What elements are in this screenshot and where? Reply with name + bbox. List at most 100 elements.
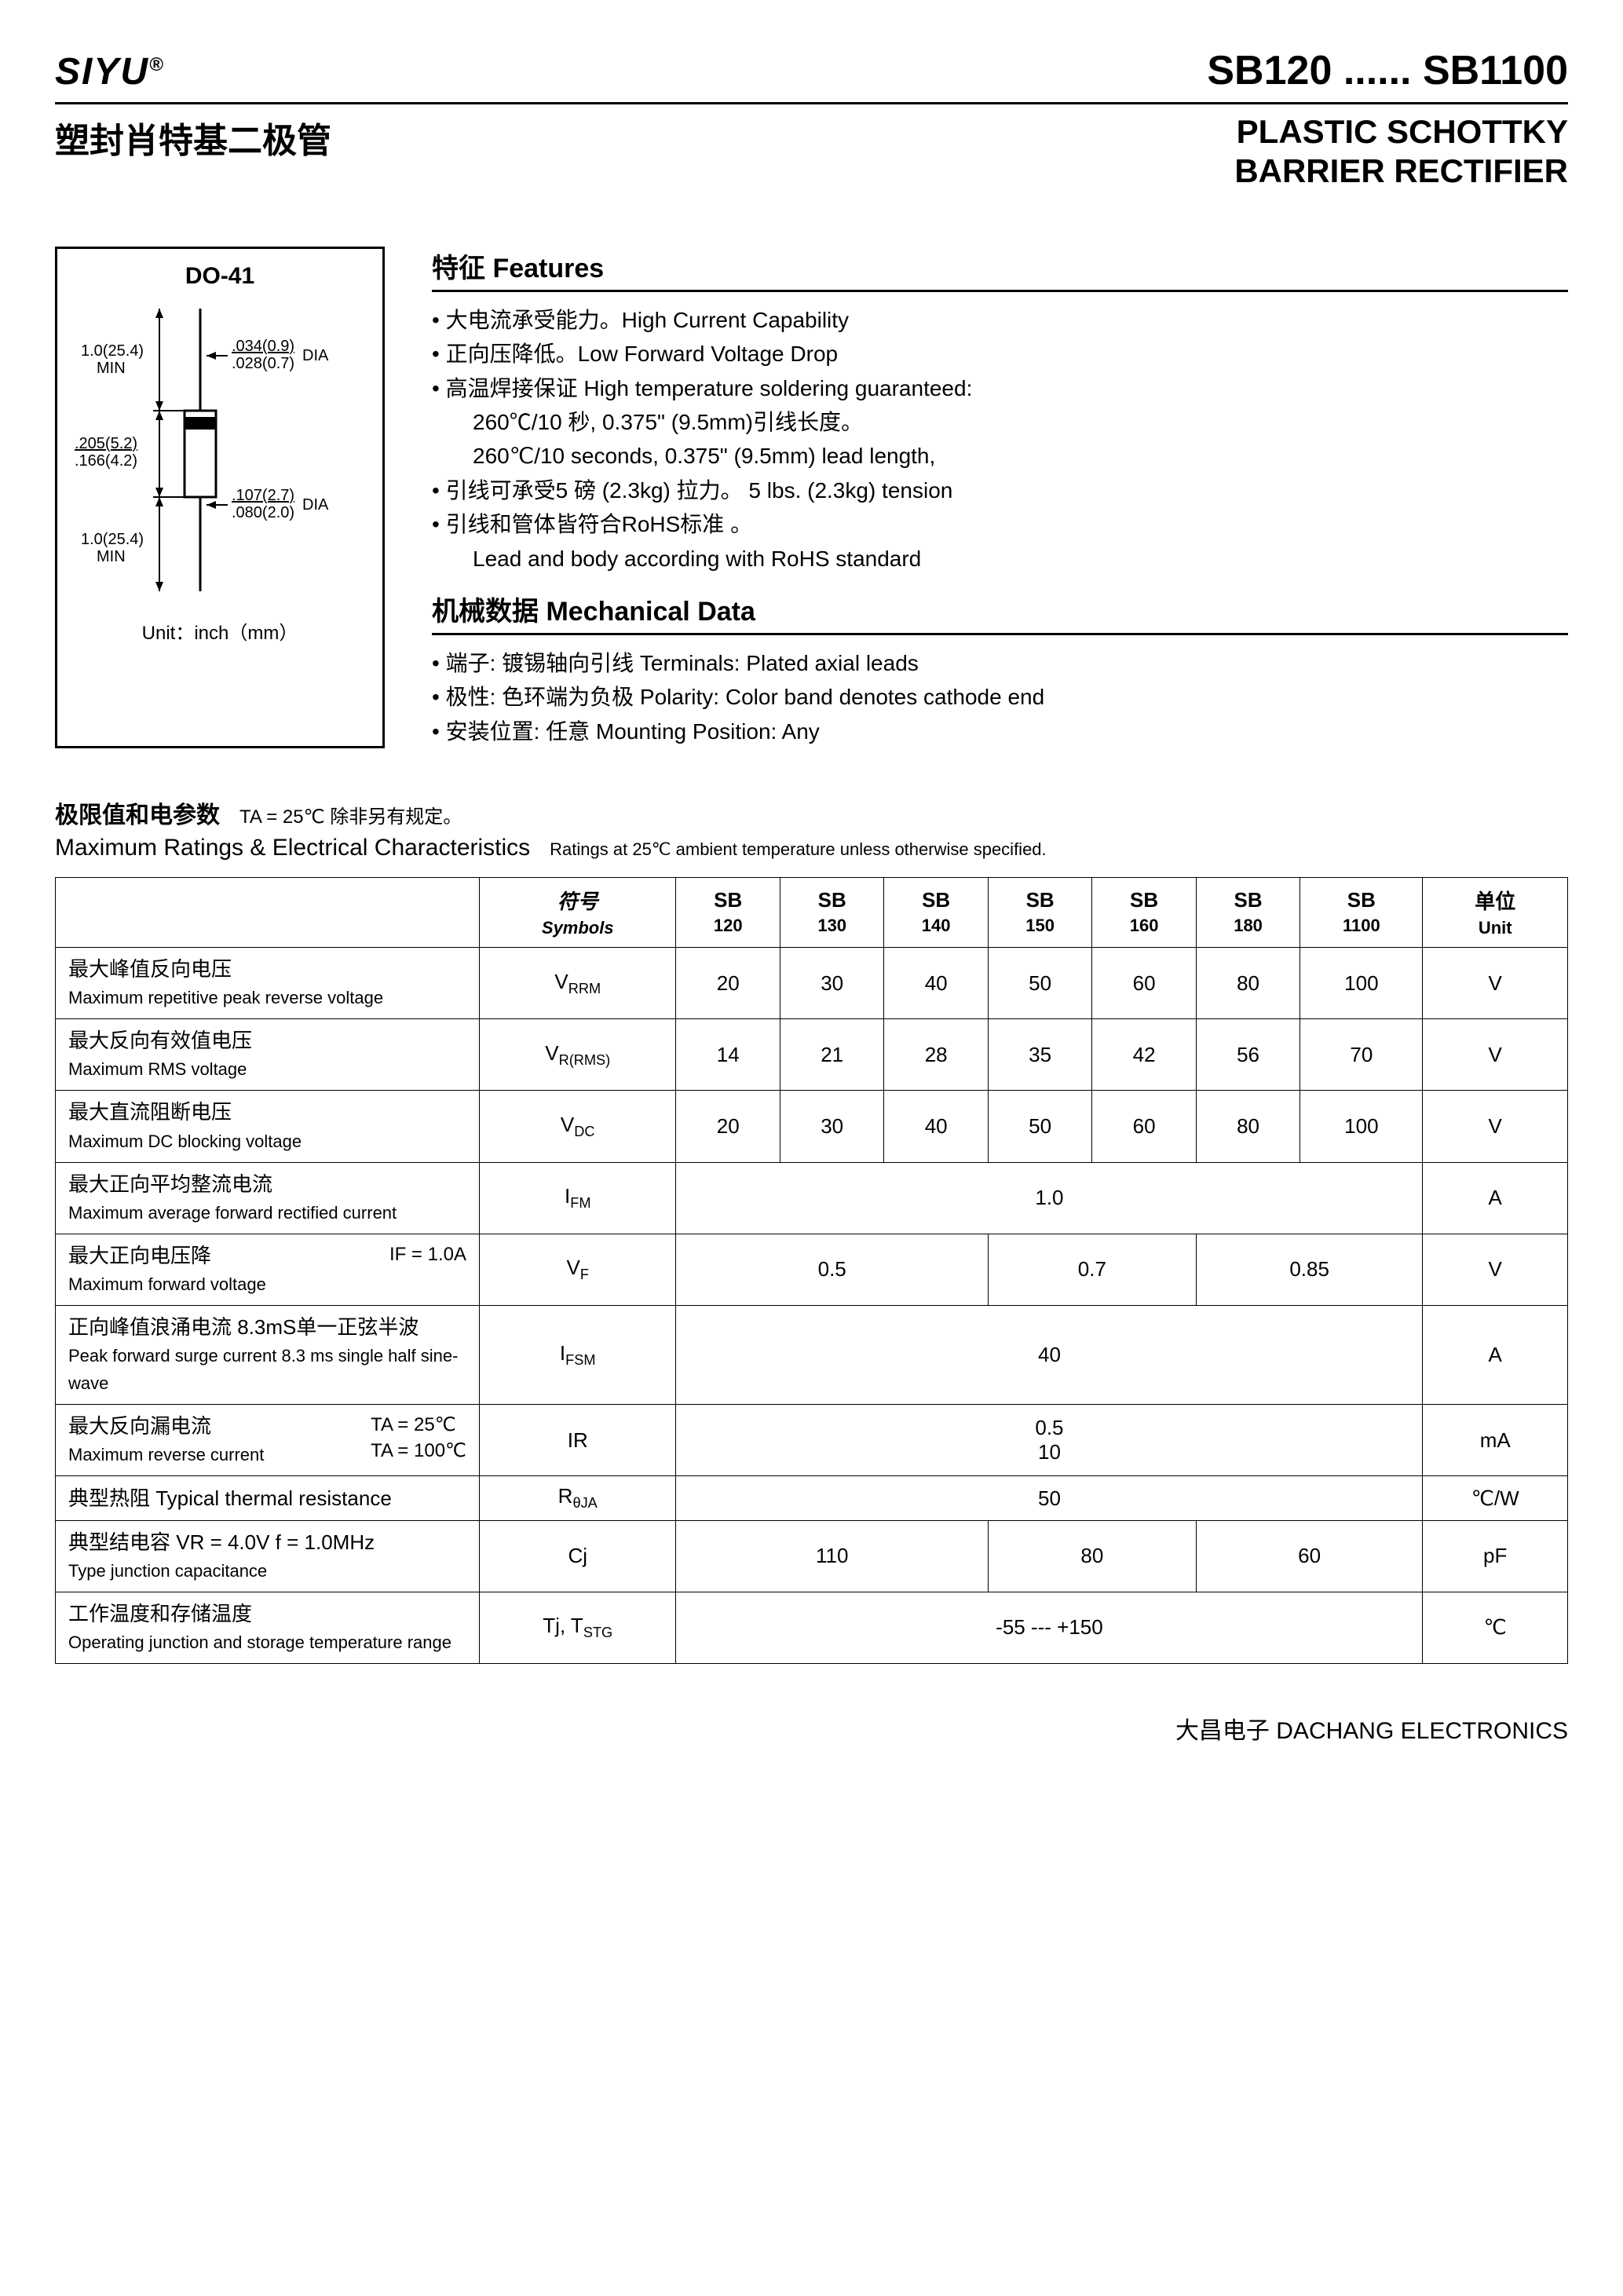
unit-cell: pF — [1423, 1520, 1568, 1592]
en-title-1: PLASTIC SCHOTTKY — [1237, 113, 1568, 150]
dim-lead-len-t2: MIN — [97, 360, 126, 377]
unit-cell: V — [1423, 1019, 1568, 1091]
mechanical-item: 端子: 镀锡轴向引线 Terminals: Plated axial leads — [432, 646, 1568, 680]
feature-item: 正向压降低。Low Forward Voltage Drop — [432, 337, 1568, 371]
value-cell: 20 — [676, 1091, 780, 1162]
feature-indent: 260℃/10 秒, 0.375" (9.5mm)引线长度。 260℃/10 s… — [432, 405, 1568, 473]
mechanical-list: 端子: 镀锡轴向引线 Terminals: Plated axial leads… — [432, 646, 1568, 748]
symbol-cell: RθJA — [480, 1476, 676, 1520]
value-cell: 100 — [1300, 1091, 1423, 1162]
features-column: 特征 Features 大电流承受能力。High Current Capabil… — [432, 247, 1568, 748]
table-row: 典型热阻 Typical thermal resistanceRθJA50℃/W — [56, 1476, 1568, 1520]
mechanical-item: 安装位置: 任意 Mounting Position: Any — [432, 715, 1568, 748]
unit-cell: V — [1423, 948, 1568, 1019]
param-cell: 最大反向有效值电压Maximum RMS voltage — [56, 1019, 480, 1091]
brand: SIYU® — [55, 50, 165, 93]
feature-indent-line: 260℃/10 seconds, 0.375" (9.5mm) lead len… — [473, 439, 1568, 473]
param-cell: 最大峰值反向电压Maximum repetitive peak reverse … — [56, 948, 480, 1019]
symbol-cell: VDC — [480, 1091, 676, 1162]
value-cell: 14 — [676, 1019, 780, 1091]
value-cell: 40 — [676, 1306, 1423, 1405]
value-cell: 42 — [1092, 1019, 1196, 1091]
param-cell: 最大正向平均整流电流Maximum average forward rectif… — [56, 1162, 480, 1234]
dim-lead-len-b1: 1.0(25.4) — [81, 531, 144, 548]
value-cell: 50 — [676, 1476, 1423, 1520]
symbol-cell: IFM — [480, 1162, 676, 1234]
feature-item: 引线和管体皆符合RoHS标准 。 — [432, 507, 1568, 541]
value-cell: 60 — [1092, 948, 1196, 1019]
dim-lead-len-t1: 1.0(25.4) — [81, 342, 144, 360]
param-cell: 正向峰值浪涌电流 8.3mS单一正弦半波Peak forward surge c… — [56, 1306, 480, 1405]
value-cell: 35 — [988, 1019, 1091, 1091]
unit-cell: mA — [1423, 1405, 1568, 1476]
table-row: 最大反向有效值电压Maximum RMS voltageVR(RMS)14212… — [56, 1019, 1568, 1091]
spec-thead: 符号SymbolsSB120SB130SB140SB150SB160SB180S… — [56, 878, 1568, 948]
en-title: PLASTIC SCHOTTKY BARRIER RECTIFIER — [1234, 112, 1568, 192]
symbol-cell: Tj, TSTG — [480, 1592, 676, 1663]
header-row: SIYU® SB120 ...... SB1100 — [55, 47, 1568, 94]
feature-item: 引线可承受5 磅 (2.3kg) 拉力。 5 lbs. (2.3kg) tens… — [432, 473, 1568, 507]
package-name: DO-41 — [67, 263, 373, 290]
value-cell: 0.85 — [1196, 1234, 1423, 1305]
footer: 大昌电子 DACHANG ELECTRONICS — [55, 1711, 1568, 1746]
content-row: DO-41 1.0(25.4) MIN .034(0.9) .028(0.7) … — [55, 247, 1568, 748]
value-cell: 50 — [988, 948, 1091, 1019]
value-cell: 0.5 — [676, 1234, 988, 1305]
table-row: 最大反向漏电流TA = 25℃TA = 100℃Maximum reverse … — [56, 1405, 1568, 1476]
col-header: SB180 — [1196, 878, 1299, 948]
feature-indent-line: 260℃/10 秒, 0.375" (9.5mm)引线长度。 — [473, 405, 1568, 439]
header-divider — [55, 102, 1568, 104]
value-cell: 0.510 — [676, 1405, 1423, 1476]
features-list-2: 引线可承受5 磅 (2.3kg) 拉力。 5 lbs. (2.3kg) tens… — [432, 473, 1568, 542]
value-cell: 80 — [1196, 948, 1299, 1019]
value-cell: 30 — [780, 1091, 883, 1162]
param-cell: 工作温度和存储温度Operating junction and storage … — [56, 1592, 480, 1663]
value-cell: 70 — [1300, 1019, 1423, 1091]
param-cell: 最大反向漏电流TA = 25℃TA = 100℃Maximum reverse … — [56, 1405, 480, 1476]
dim-lead-len-b2: MIN — [97, 548, 126, 565]
param-cell: 最大直流阻断电压Maximum DC blocking voltage — [56, 1091, 480, 1162]
col-header: 符号Symbols — [480, 878, 676, 948]
symbol-cell: VRRM — [480, 948, 676, 1019]
en-title-2: BARRIER RECTIFIER — [1234, 152, 1568, 189]
table-row: 最大峰值反向电压Maximum repetitive peak reverse … — [56, 948, 1568, 1019]
col-header: SB140 — [884, 878, 988, 948]
value-cell: 56 — [1196, 1019, 1299, 1091]
value-cell: 60 — [1092, 1091, 1196, 1162]
symbol-cell: Cj — [480, 1520, 676, 1592]
col-header: SB130 — [780, 878, 883, 948]
value-cell: 20 — [676, 948, 780, 1019]
ratings-cond-en: Ratings at 25℃ ambient temperature unles… — [550, 839, 1046, 859]
brand-reg: ® — [149, 54, 165, 75]
dim-lead-dia-top: .107(2.7) — [232, 487, 294, 504]
ratings-hed-en: Maximum Ratings & Electrical Characteris… — [55, 835, 530, 861]
col-header: SB1100 — [1300, 878, 1423, 948]
dim-body-dia-bot: .028(0.7) — [232, 355, 294, 372]
ratings-desc: Maximum Ratings & Electrical Characteris… — [55, 835, 1568, 861]
col-header: SB120 — [676, 878, 780, 948]
value-cell: 110 — [676, 1520, 988, 1592]
mechanical-item: 极性: 色环端为负极 Polarity: Color band denotes … — [432, 680, 1568, 714]
ratings-hed-cn: 极限值和电参数 — [55, 803, 220, 828]
brand-text: SIYU — [55, 51, 149, 93]
dim-body-dia-top: .034(0.9) — [232, 338, 294, 355]
value-cell: 40 — [884, 948, 988, 1019]
spec-table: 符号SymbolsSB120SB130SB140SB150SB160SB180S… — [55, 877, 1568, 1664]
features-list: 大电流承受能力。High Current Capability 正向压降低。Lo… — [432, 303, 1568, 405]
col-header: SB160 — [1092, 878, 1196, 948]
mechanical-heading: 机械数据 Mechanical Data — [432, 590, 1568, 635]
table-row: 正向峰值浪涌电流 8.3mS单一正弦半波Peak forward surge c… — [56, 1306, 1568, 1405]
param-cell: 典型热阻 Typical thermal resistance — [56, 1476, 480, 1520]
dia-label-2: DIA — [302, 496, 329, 514]
feature-indent-2: Lead and body according with RoHS standa… — [432, 542, 1568, 576]
table-row: 工作温度和存储温度Operating junction and storage … — [56, 1592, 1568, 1663]
value-cell: 30 — [780, 948, 883, 1019]
unit-cell: V — [1423, 1091, 1568, 1162]
value-cell: 21 — [780, 1019, 883, 1091]
cn-title: 塑封肖特基二极管 — [55, 112, 331, 163]
value-cell: 0.7 — [988, 1234, 1196, 1305]
param-cell: 典型结电容 VR = 4.0V f = 1.0MHzType junction … — [56, 1520, 480, 1592]
dia-label-1: DIA — [302, 347, 329, 364]
dim-body-len-top: .205(5.2) — [75, 435, 137, 452]
diagram-unit: Unit：inch（mm） — [67, 617, 373, 645]
